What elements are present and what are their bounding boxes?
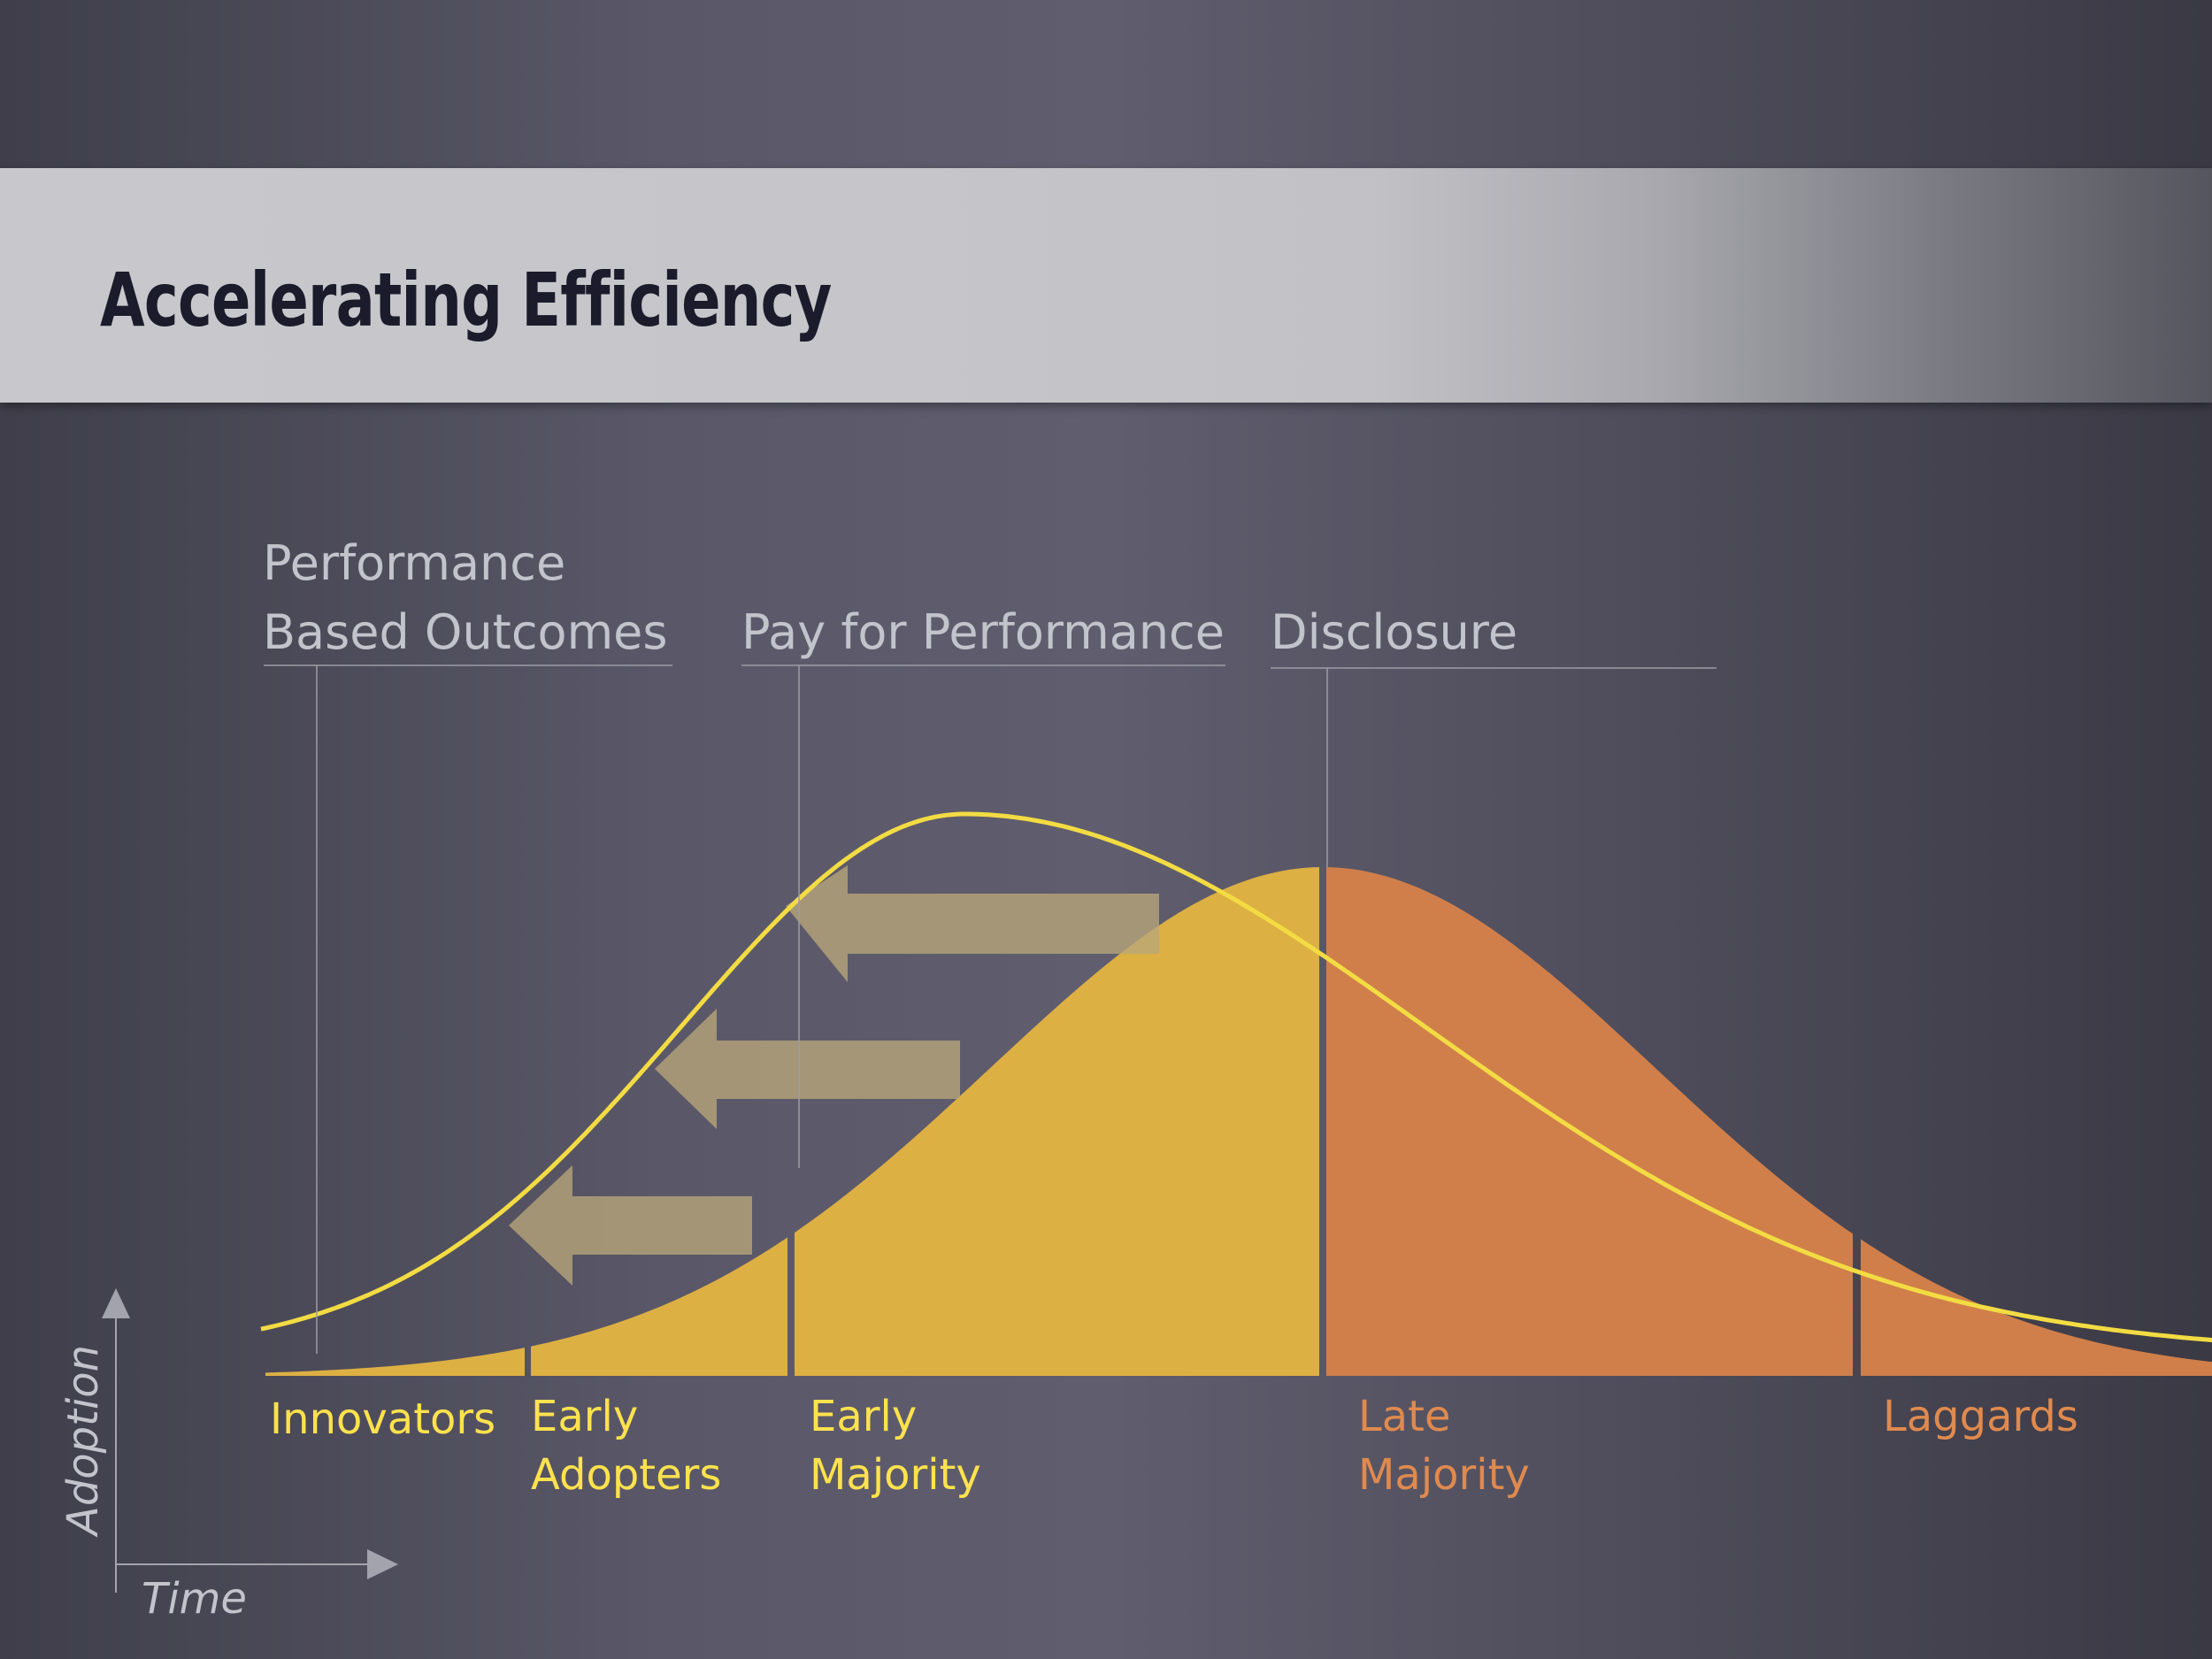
policy-label-disclosure: Disclosure	[1271, 604, 1517, 660]
late-majority-area	[1326, 867, 1853, 1376]
policy-leader-lines	[264, 664, 1717, 1354]
accelerated-adoption-curve	[260, 811, 2212, 1343]
segment-label-early-adopters: Early Adopters	[531, 1392, 721, 1500]
page-title: Accelerating Efficiency	[100, 257, 832, 343]
segment-label-laggards: Laggards	[1883, 1392, 2078, 1441]
segment-label-late-majority: Late Majority	[1358, 1392, 1530, 1500]
early-majority-area	[795, 867, 1319, 1376]
segment-label-innovators: Innovators	[270, 1394, 495, 1444]
policy-label-pay-for-performance: Pay for Performance	[741, 604, 1225, 660]
shift-arrow-top	[786, 865, 1159, 982]
x-axis-arrow-icon	[367, 1549, 398, 1579]
policy-label-performance-based-outcomes: Performance Based Outcomes	[263, 535, 668, 660]
title-band	[0, 168, 2212, 403]
x-axis-label: Time	[142, 1574, 247, 1624]
laggards-area	[1861, 1239, 2212, 1376]
y-axis-arrow-icon	[102, 1288, 130, 1318]
shift-arrow-bottom	[509, 1165, 752, 1286]
axes: Adoption Time	[58, 1288, 398, 1624]
innovators-area	[265, 1348, 525, 1376]
y-axis-label: Adoption	[58, 1345, 108, 1538]
early-adopters-area	[531, 1237, 787, 1376]
shift-arrow-middle	[655, 1009, 960, 1129]
segment-label-early-majority: Early Majority	[810, 1392, 981, 1500]
